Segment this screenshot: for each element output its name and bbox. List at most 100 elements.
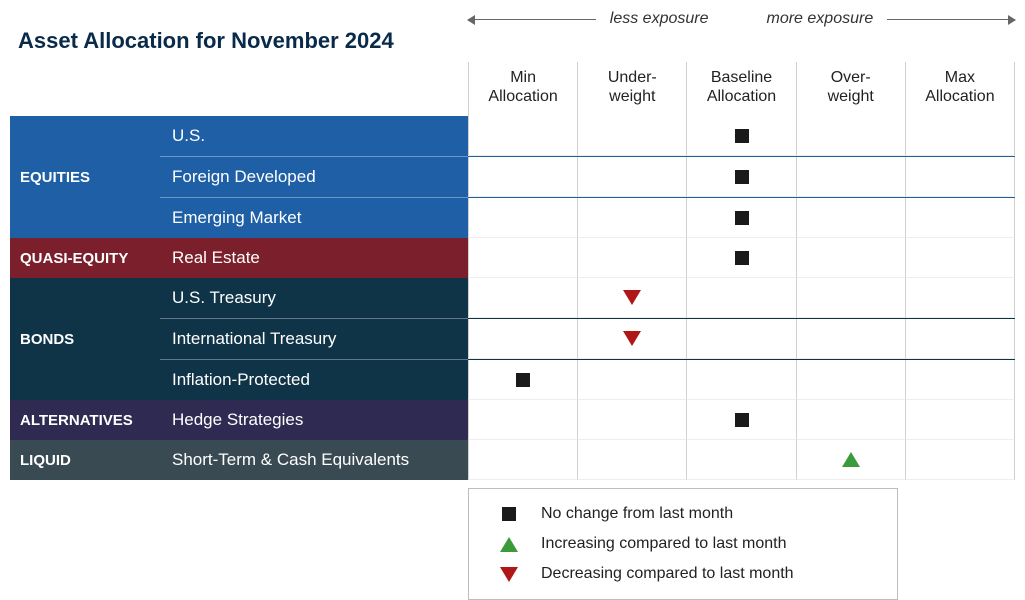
allocation-cell — [468, 319, 578, 359]
allocation-cell — [906, 360, 1015, 400]
allocation-row: Real Estate — [160, 238, 1015, 278]
exposure-scale-header: less exposure more exposure — [468, 10, 1015, 28]
legend-text: Decreasing compared to last month — [541, 565, 794, 583]
asset-label: International Treasury — [160, 319, 468, 359]
arrow-left-icon — [468, 19, 596, 20]
allocation-cell — [687, 198, 796, 238]
asset-label: U.S. Treasury — [160, 278, 468, 318]
column-headers: MinAllocationUnder-weightBaselineAllocat… — [468, 62, 1015, 116]
group-liquid: LIQUIDShort-Term & Cash Equivalents — [10, 440, 1015, 480]
allocation-cell — [578, 278, 687, 318]
allocation-row: U.S. Treasury — [160, 278, 1015, 318]
page-title: Asset Allocation for November 2024 — [18, 28, 1015, 54]
allocation-cell — [578, 198, 687, 238]
allocation-cell — [687, 400, 796, 440]
allocation-cell — [797, 157, 906, 197]
less-exposure-label: less exposure — [596, 10, 723, 28]
allocation-cell — [797, 278, 906, 318]
allocation-cell — [797, 319, 906, 359]
allocation-cell — [687, 278, 796, 318]
allocation-cell — [906, 400, 1015, 440]
allocation-cell — [687, 157, 796, 197]
allocation-row: Hedge Strategies — [160, 400, 1015, 440]
allocation-row: Emerging Market — [160, 198, 1015, 238]
allocation-cell — [468, 400, 578, 440]
group-equities: EQUITIESU.S.Foreign DevelopedEmerging Ma… — [10, 116, 1015, 238]
asset-label: Emerging Market — [160, 198, 468, 238]
allocation-row: Short-Term & Cash Equivalents — [160, 440, 1015, 480]
column-header: BaselineAllocation — [687, 62, 796, 116]
group-label: LIQUID — [10, 440, 160, 480]
allocation-row: U.S. — [160, 116, 1015, 156]
allocation-cell — [468, 116, 578, 156]
allocation-cell — [906, 440, 1015, 480]
square-icon — [735, 211, 749, 225]
square-icon — [735, 251, 749, 265]
allocation-cell — [687, 360, 796, 400]
allocation-cell — [906, 198, 1015, 238]
allocation-cell — [687, 238, 796, 278]
legend-text: Increasing compared to last month — [541, 535, 786, 553]
triangle-down-icon — [623, 290, 641, 305]
allocation-cell — [797, 360, 906, 400]
allocation-cell — [797, 440, 906, 480]
allocation-cell — [468, 440, 578, 480]
group-bonds: BONDSU.S. TreasuryInternational Treasury… — [10, 278, 1015, 400]
allocation-cell — [578, 116, 687, 156]
allocation-cell — [906, 157, 1015, 197]
legend-row: Increasing compared to last month — [495, 529, 881, 559]
group-label: BONDS — [10, 278, 160, 400]
allocation-cell — [906, 319, 1015, 359]
square-icon — [735, 170, 749, 184]
group-alternatives: ALTERNATIVESHedge Strategies — [10, 400, 1015, 440]
allocation-cell — [687, 319, 796, 359]
allocation-cell — [578, 400, 687, 440]
asset-label: U.S. — [160, 116, 468, 156]
allocation-cell — [468, 238, 578, 278]
allocation-cell — [468, 198, 578, 238]
group-label: EQUITIES — [10, 116, 160, 238]
allocation-cell — [687, 440, 796, 480]
allocation-cell — [578, 238, 687, 278]
legend-row: Decreasing compared to last month — [495, 559, 881, 589]
asset-label: Hedge Strategies — [160, 400, 468, 440]
allocation-cell — [797, 238, 906, 278]
square-icon — [502, 507, 516, 521]
triangle-down-icon — [500, 567, 518, 582]
column-header: MinAllocation — [468, 62, 578, 116]
square-icon — [735, 413, 749, 427]
legend-row: No change from last month — [495, 499, 881, 529]
group-label: ALTERNATIVES — [10, 400, 160, 440]
allocation-cell — [797, 198, 906, 238]
column-header: Under-weight — [578, 62, 687, 116]
allocation-cell — [578, 157, 687, 197]
allocation-cell — [906, 238, 1015, 278]
allocation-cell — [468, 278, 578, 318]
square-icon — [516, 373, 530, 387]
allocation-cell — [687, 116, 796, 156]
more-exposure-label: more exposure — [753, 10, 888, 28]
allocation-cell — [578, 440, 687, 480]
asset-label: Real Estate — [160, 238, 468, 278]
asset-label: Inflation-Protected — [160, 360, 468, 400]
allocation-grid: EQUITIESU.S.Foreign DevelopedEmerging Ma… — [10, 116, 1015, 480]
allocation-row: International Treasury — [160, 319, 1015, 359]
triangle-down-icon — [623, 331, 641, 346]
group-quasi: QUASI-EQUITYReal Estate — [10, 238, 1015, 278]
triangle-up-icon — [842, 452, 860, 467]
asset-label: Foreign Developed — [160, 157, 468, 197]
allocation-cell — [578, 319, 687, 359]
square-icon — [735, 129, 749, 143]
legend-text: No change from last month — [541, 505, 733, 523]
allocation-cell — [797, 116, 906, 156]
legend: No change from last month Increasing comp… — [468, 488, 898, 600]
triangle-up-icon — [500, 537, 518, 552]
column-header: MaxAllocation — [906, 62, 1015, 116]
allocation-row: Foreign Developed — [160, 157, 1015, 197]
allocation-cell — [468, 157, 578, 197]
column-header: Over-weight — [797, 62, 906, 116]
asset-label: Short-Term & Cash Equivalents — [160, 440, 468, 480]
allocation-cell — [578, 360, 687, 400]
allocation-cell — [797, 400, 906, 440]
group-label: QUASI-EQUITY — [10, 238, 160, 278]
